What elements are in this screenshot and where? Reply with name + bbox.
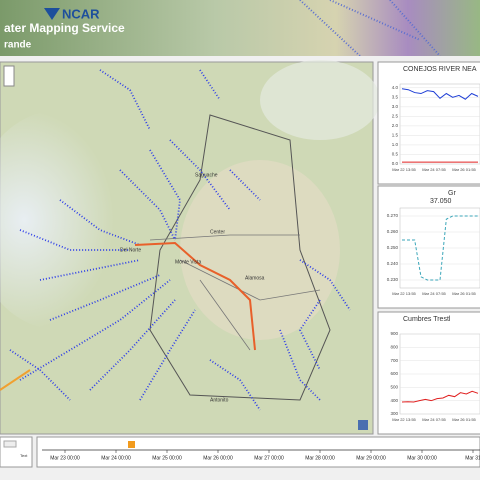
x-tick-label: Mar 22 13:55 — [392, 417, 416, 422]
place-label: Antonito — [210, 397, 229, 403]
logo-mark — [44, 8, 60, 20]
y-tick-label: 0.260 — [387, 229, 399, 234]
chart-panel: Cumbres Trestl 300 400 500 600 700 800 900 Mar 2… — [377, 311, 480, 435]
timeline-label: Mar 27 00:00 — [254, 455, 284, 461]
chart-panel: CONEJOS RIVER NEA 0.0 0.5 1.0 1.5 2.0 2.5 3.0 3.… — [377, 61, 480, 185]
river-segment — [0, 369, 31, 391]
header — [0, 0, 480, 56]
y-tick-label: 1.0 — [392, 142, 399, 147]
basin-boundary — [149, 114, 331, 401]
zoom-control[interactable] — [3, 65, 15, 87]
app-title: ater Mapping Service — [4, 21, 125, 35]
y-tick-label: 800 — [390, 345, 398, 350]
x-tick-label: Mar 22 13:55 — [392, 167, 416, 172]
place-label: Monte Vista — [175, 259, 202, 265]
chart-subtitle: 37.050 — [430, 198, 452, 205]
control-label: Text — [20, 453, 28, 458]
series-line — [401, 88, 479, 100]
place-label: Saguache — [195, 172, 218, 178]
timeline-label: Mar 30 00:00 — [407, 455, 437, 461]
app-subtitle: rande — [4, 40, 32, 51]
y-tick-label: 900 — [390, 331, 398, 336]
terrain — [0, 110, 150, 330]
timeline-label: Mar 25 00:00 — [152, 455, 182, 461]
time-slider[interactable] — [128, 441, 135, 448]
x-tick-label: Mar 24 07:55 — [422, 291, 446, 296]
place-label: Del Norte — [120, 247, 141, 253]
x-tick-label: Mar 24 07:55 — [422, 417, 446, 422]
chart-title: Gr — [448, 190, 456, 197]
timeline-label: Mar 26 00:00 — [203, 455, 233, 461]
series-line — [402, 215, 478, 281]
y-tick-label: 0.240 — [387, 261, 399, 266]
x-tick-label: Mar 26 01:55 — [452, 291, 476, 296]
chart-title: Cumbres Trestl — [403, 316, 451, 323]
header-decoration — [299, 0, 441, 57]
valley — [180, 160, 340, 340]
y-tick-label: 2.5 — [392, 114, 399, 119]
streams — [9, 69, 351, 411]
timeline — [36, 436, 480, 468]
series-line — [401, 390, 479, 403]
y-tick-label: 1.5 — [392, 133, 399, 138]
y-tick-label: 0.5 — [392, 152, 399, 157]
timeline-label: Mar 23 00:00 — [50, 455, 80, 461]
y-tick-label: 0.230 — [387, 277, 399, 282]
place-label: Alamosa — [245, 275, 265, 281]
plot-area — [399, 83, 480, 165]
y-tick-label: 0.0 — [392, 161, 399, 166]
timeline-label: Mar 24 00:00 — [101, 455, 131, 461]
x-tick-label: Mar 26 01:55 — [452, 167, 476, 172]
x-tick-label: Mar 26 01:55 — [452, 417, 476, 422]
y-tick-label: 3.5 — [392, 95, 399, 100]
info-button[interactable] — [358, 420, 368, 430]
place-label: Center — [210, 229, 225, 235]
y-tick-label: 600 — [390, 371, 398, 376]
map: Saguache Center Monte Vista Alamosa Del Nort… — [0, 60, 380, 435]
y-tick-label: 2.0 — [392, 123, 399, 128]
chart-title: CONEJOS RIVER NEA — [403, 66, 477, 73]
y-tick-label: 0.270 — [387, 213, 399, 218]
roads — [149, 234, 321, 351]
logo: NCAR — [62, 6, 100, 21]
y-tick-label: 0.250 — [387, 245, 399, 250]
x-tick-label: Mar 24 07:55 — [422, 167, 446, 172]
terrain — [260, 60, 380, 140]
timeline-label: Mar 31 — [465, 455, 480, 461]
main-river — [134, 241, 256, 351]
y-tick-label: 500 — [390, 385, 398, 390]
timeline-label: Mar 28 00:00 — [305, 455, 335, 461]
y-tick-label: 700 — [390, 358, 398, 363]
y-tick-label: 4.0 — [392, 85, 399, 90]
x-tick-label: Mar 22 13:55 — [392, 291, 416, 296]
y-tick-label: 300 — [390, 411, 398, 416]
toggle[interactable] — [3, 440, 17, 448]
y-tick-label: 400 — [390, 398, 398, 403]
timeline-label: Mar 29 00:00 — [356, 455, 386, 461]
y-tick-label: 3.0 — [392, 104, 399, 109]
